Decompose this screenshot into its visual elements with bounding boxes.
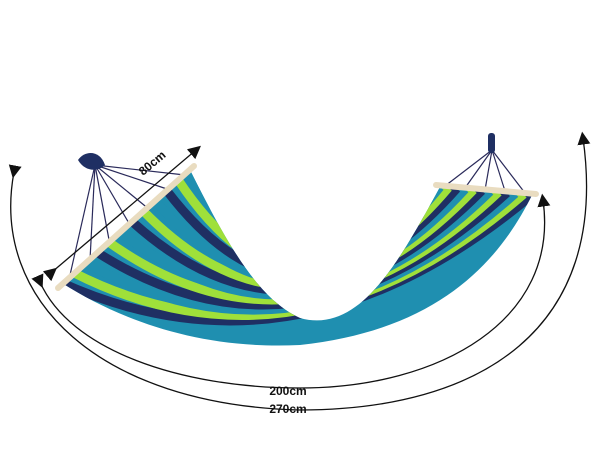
right-hanging-loop: [488, 133, 495, 153]
right-spreader-bar: [433, 182, 539, 197]
left-hanging-loop: [78, 153, 105, 170]
width-label: 80cm: [136, 148, 169, 178]
total-length-label: 270cm: [269, 402, 306, 416]
bed-length-label: 200cm: [269, 384, 306, 398]
bed-length-arc: [31, 193, 551, 389]
right-ropes: [444, 149, 526, 194]
width-dimension-line: [42, 145, 201, 282]
